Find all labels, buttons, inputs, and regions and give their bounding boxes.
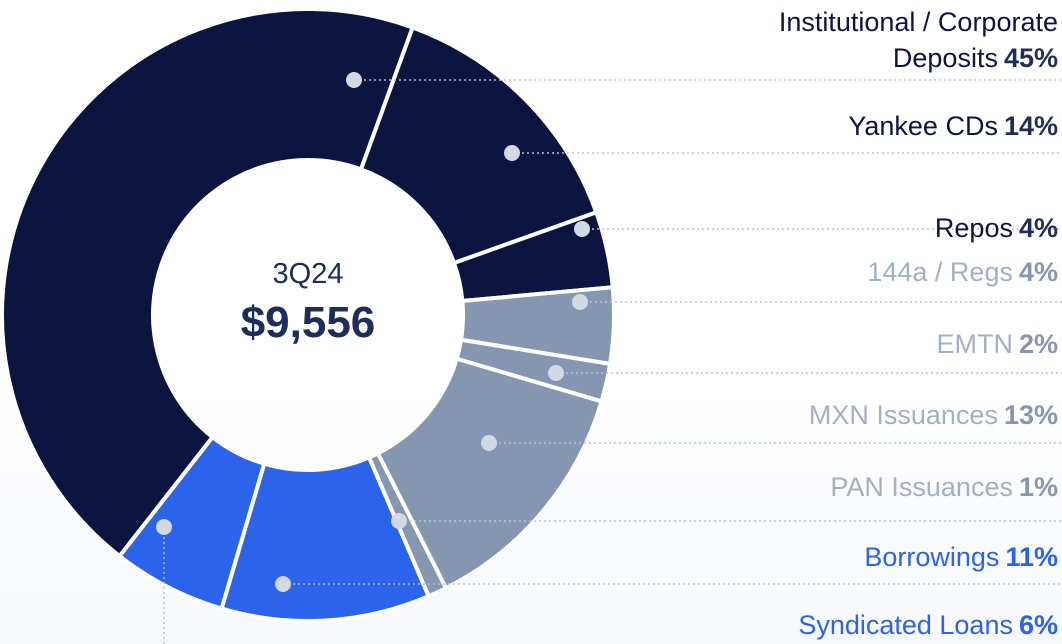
category-name: Repos (934, 213, 1013, 243)
leader-dot (156, 519, 172, 535)
value-label: 14% (1003, 111, 1058, 141)
center-total: $9,556 (240, 298, 376, 347)
legend-label: PAN Issuances 1% (713, 469, 1058, 505)
value-label: 11% (1005, 542, 1058, 572)
leader-dot (346, 72, 362, 88)
value-label: 4% (1018, 213, 1058, 243)
category-name: Yankee CDs (848, 111, 998, 141)
value-label: 1% (1018, 472, 1058, 502)
category-name: PAN Issuances (830, 472, 1013, 502)
donut-slice (375, 356, 605, 591)
legend-label: EMTN 2% (713, 326, 1058, 362)
leader-dot (481, 435, 497, 451)
value-label: 45% (1003, 43, 1058, 73)
legend-label: Institutional / Corporate Deposits 45% (713, 4, 1058, 76)
leader-dot (504, 145, 520, 161)
leader-dot (574, 221, 590, 237)
legend-label: 144a / Regs 4% (713, 254, 1058, 290)
donut-slice (116, 434, 267, 612)
leader-dot (548, 365, 564, 381)
category-name: 144a / Regs (867, 257, 1013, 287)
category-name: Syndicated Loans (798, 610, 1013, 640)
center-label: 3Q24 (272, 258, 344, 290)
category-name: MXN Issuances (808, 400, 998, 430)
legend-label: Yankee CDs 14% (713, 108, 1058, 144)
legend-label: Repos 4% (713, 210, 1058, 246)
category-name: Borrowings (864, 542, 1000, 572)
category-name: Institutional / Corporate Deposits (778, 7, 1058, 73)
legend-label: Borrowings 11% (713, 539, 1058, 575)
legend-label: MXN Issuances 13% (713, 397, 1058, 433)
value-label: 13% (1003, 400, 1058, 430)
value-label: 4% (1018, 257, 1058, 287)
value-label: 6% (1018, 610, 1058, 640)
donut-slice (0, 7, 416, 559)
legend-label: Syndicated Loans 6% (713, 607, 1058, 643)
donut-slice (358, 24, 599, 266)
leader-dot (391, 513, 407, 529)
leader-dot (572, 294, 588, 310)
category-name: EMTN (936, 329, 1013, 359)
leader-dot (275, 576, 291, 592)
value-label: 2% (1018, 329, 1058, 359)
